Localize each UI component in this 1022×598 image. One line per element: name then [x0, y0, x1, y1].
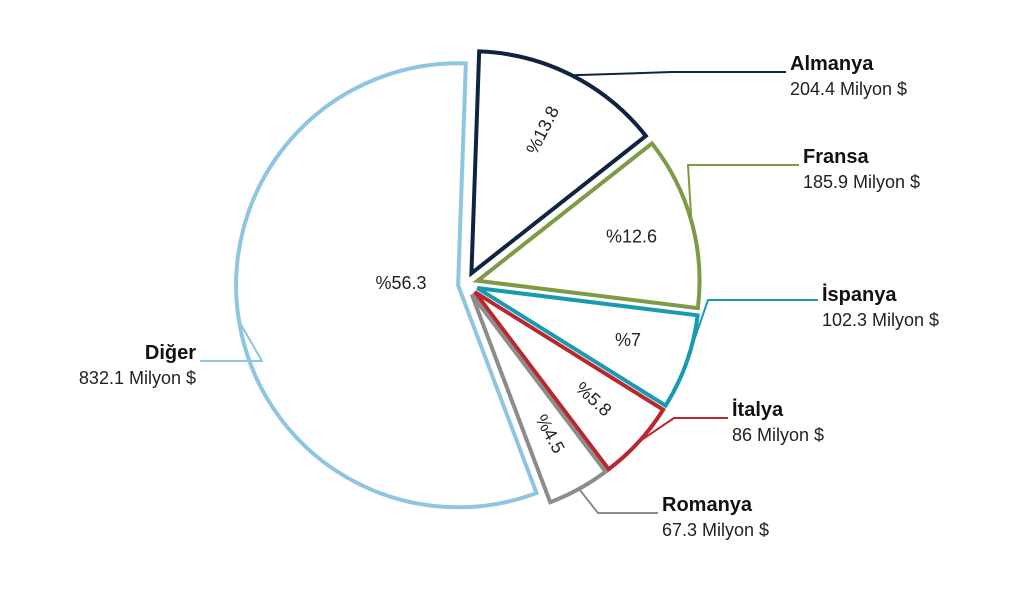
legend-value: 67.3 Milyon $: [662, 520, 769, 540]
legend-value: 86 Milyon $: [732, 425, 824, 445]
slice-percent-label: %7: [615, 330, 641, 350]
leader-line: [200, 320, 264, 362]
pie-slice-1: [472, 140, 702, 311]
legend-value: 832.1 Milyon $: [79, 368, 196, 388]
legend-value: 204.4 Milyon $: [790, 79, 907, 99]
pie-slice-3: [473, 290, 666, 473]
slice-percent-label: %12.6: [606, 227, 657, 247]
leader-line: [638, 417, 728, 443]
leader-line: [685, 299, 818, 363]
legend-value: 102.3 Milyon $: [822, 310, 939, 330]
legend-name: Fransa: [803, 146, 869, 168]
pie-slice-4: [469, 293, 609, 505]
leader-line: [578, 488, 658, 514]
slice-percent-label: %56.3: [375, 273, 426, 293]
leader-line: [686, 164, 799, 222]
legend-name: Romanya: [662, 494, 753, 516]
leader-line: [571, 71, 786, 77]
legend-name: Almanya: [790, 53, 874, 75]
legend-value: 185.9 Milyon $: [803, 172, 920, 192]
legend-name: Diğer: [145, 342, 196, 364]
legend-name: İtalya: [732, 398, 784, 421]
legend-name: İspanya: [822, 283, 897, 306]
